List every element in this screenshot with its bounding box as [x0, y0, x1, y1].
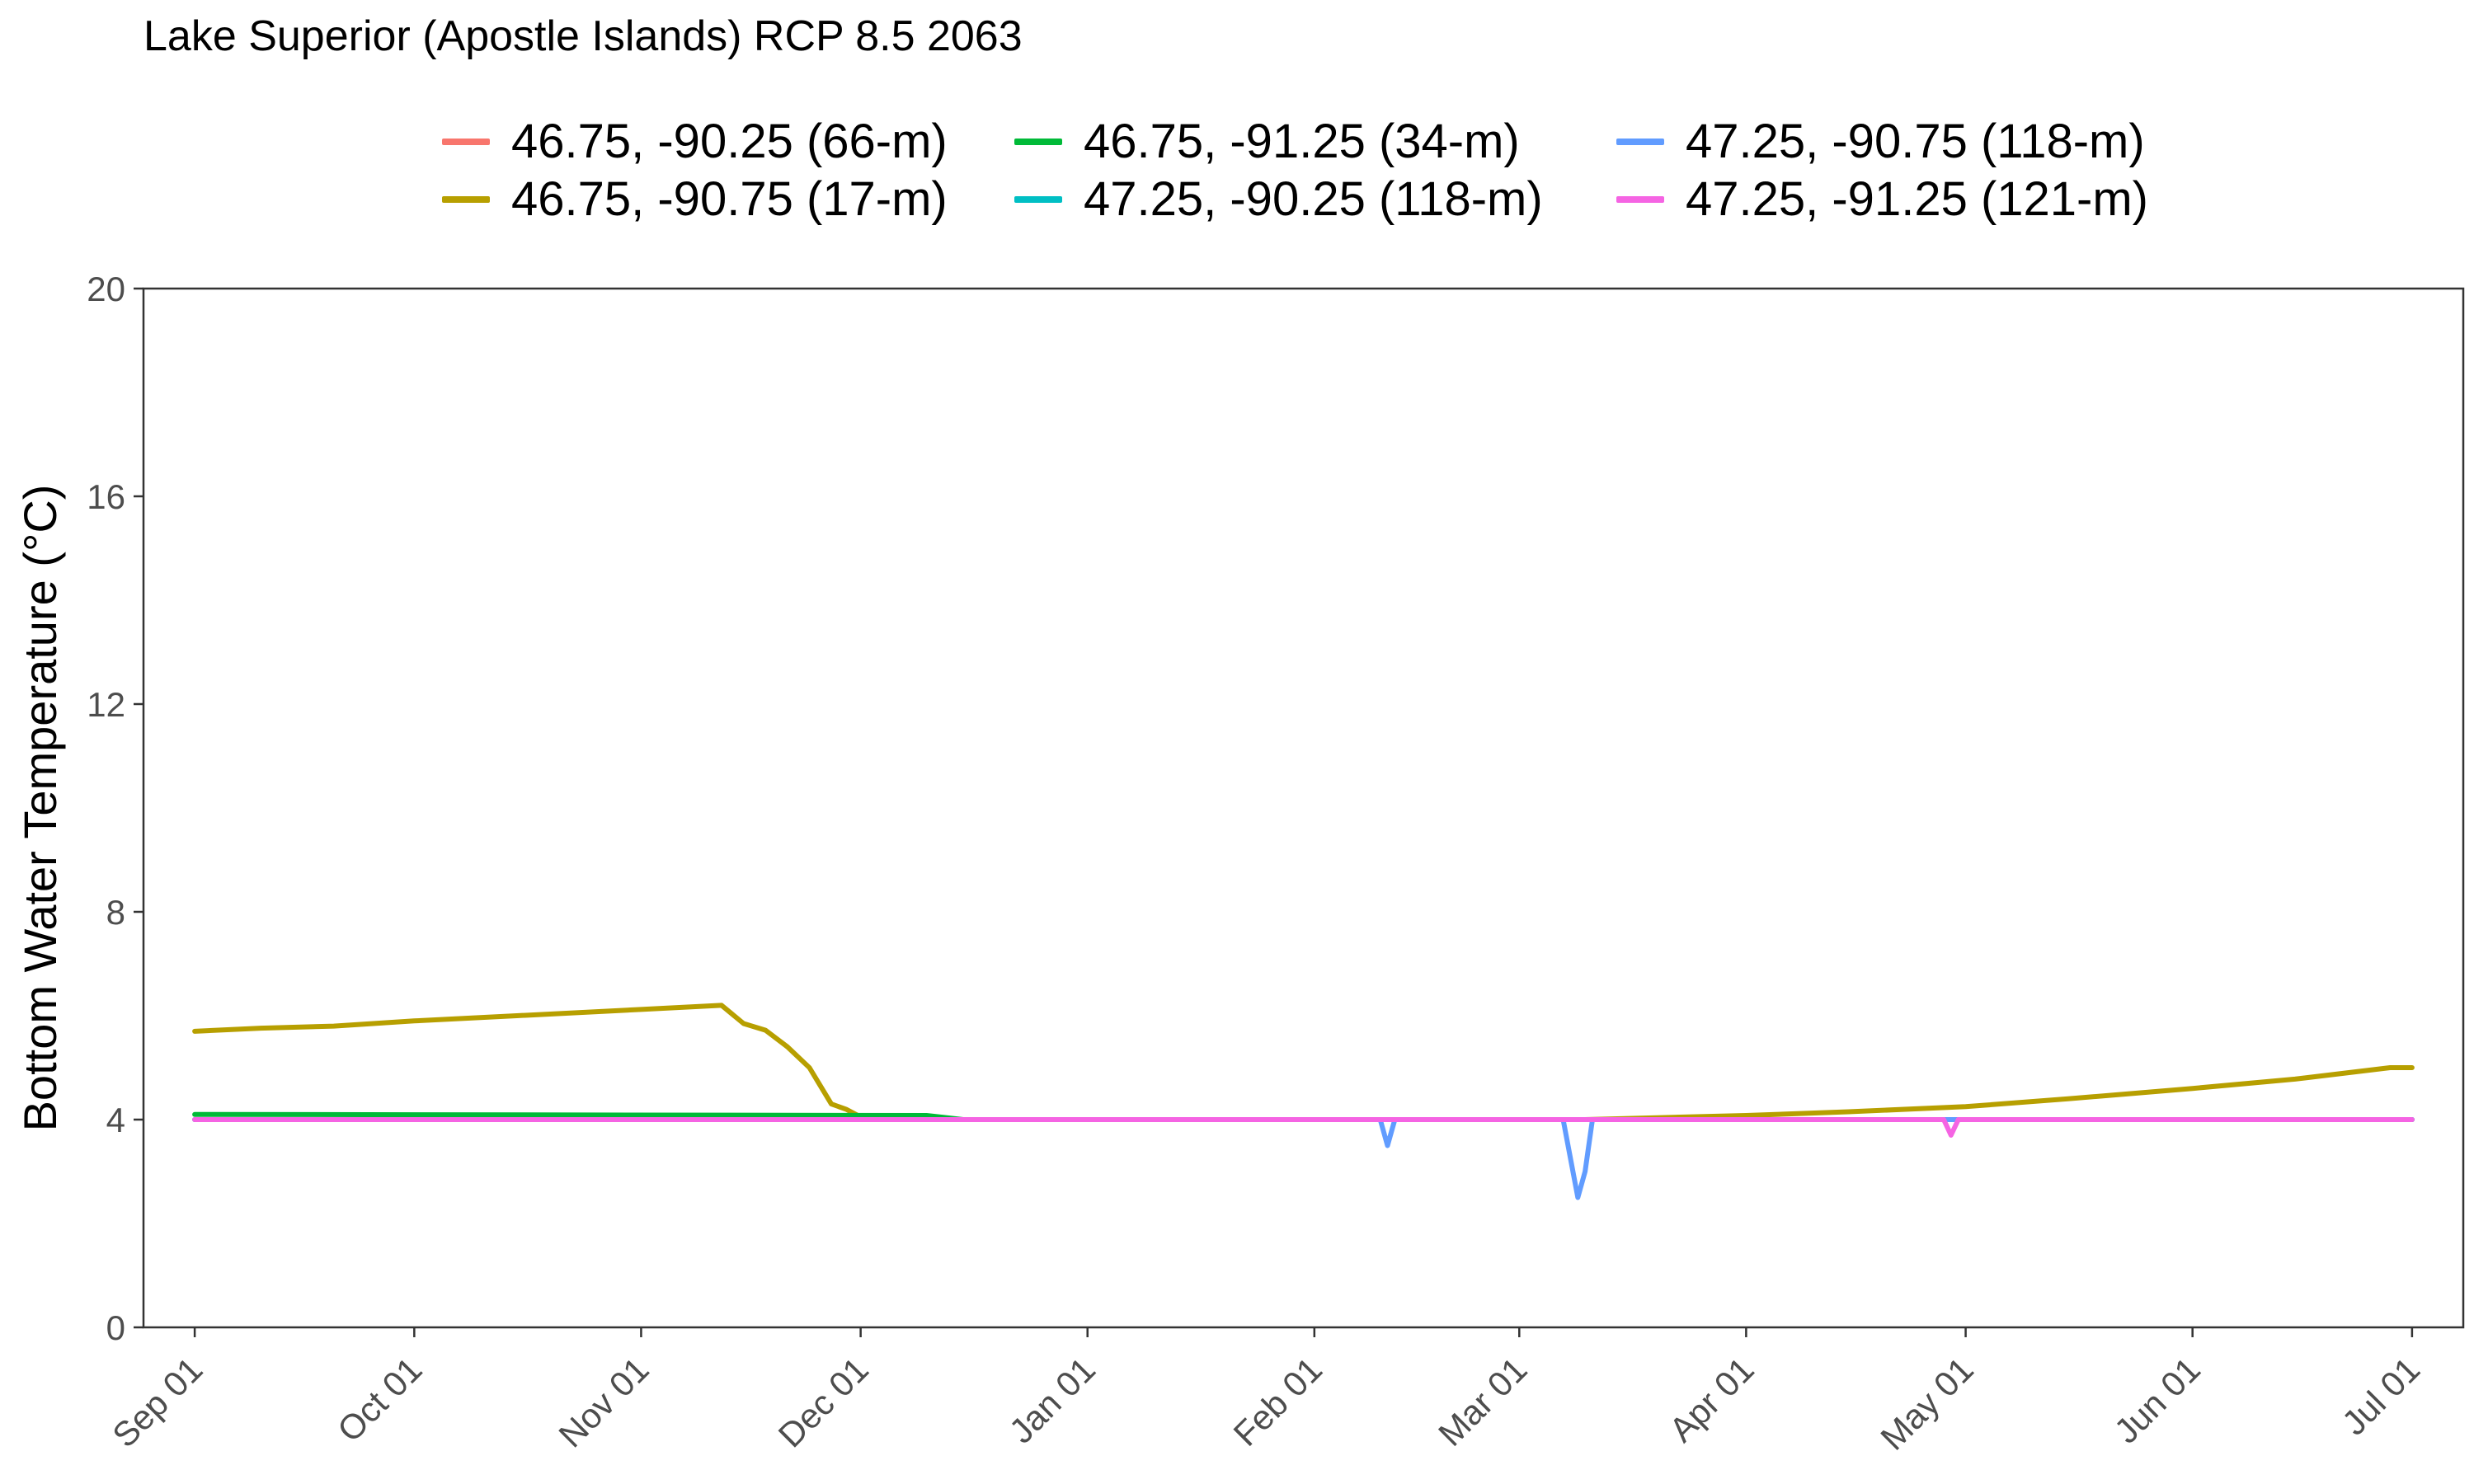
legend-item: 47.25, -91.25 (121-m) — [1616, 171, 2148, 227]
legend-item: 46.75, -90.25 (66-m) — [442, 114, 948, 169]
legend-key-47.25-91.25 — [1616, 195, 1664, 203]
legend-label: 47.25, -90.75 (118-m) — [1686, 115, 2145, 168]
legend-label: 46.75, -91.25 (34-m) — [1084, 115, 1520, 168]
x-tick-label: Apr 01 — [1662, 1350, 1761, 1449]
x-tick-label: Jul 01 — [2335, 1350, 2427, 1442]
y-axis-title: Bottom Water Temperature (°C) — [14, 485, 66, 1132]
legend-key-47.25-90.25 — [1014, 195, 1062, 203]
x-tick-label: Nov 01 — [551, 1350, 656, 1454]
chart-title: Lake Superior (Apostle Islands) RCP 8.5 … — [143, 12, 1023, 60]
x-tick-label: Mar 01 — [1431, 1350, 1535, 1453]
x-tick-label: Oct 01 — [330, 1350, 430, 1449]
series-line-1 — [192, 1003, 2415, 1122]
legend-label: 46.75, -90.75 (17-m) — [511, 172, 948, 226]
y-tick-label: 20 — [87, 270, 125, 308]
x-tick-label: Sep 01 — [105, 1350, 209, 1454]
y-tick-label: 12 — [87, 685, 125, 724]
legend-item: 46.75, -90.75 (17-m) — [442, 171, 948, 227]
series-layer — [192, 1003, 2415, 1200]
legend-label: 47.25, -90.25 (118-m) — [1084, 172, 1543, 226]
legend-key-46.75-90.25 — [442, 138, 490, 145]
legend-label: 47.25, -91.25 (121-m) — [1686, 172, 2148, 226]
panel-border — [142, 287, 2465, 1329]
legend-key-47.25-90.75 — [1616, 138, 1664, 145]
legend: 46.75, -90.25 (66-m) 46.75, -90.75 (17-m… — [0, 106, 2474, 229]
legend-key-46.75-90.75 — [442, 195, 490, 203]
legend-item: 47.25, -90.25 (118-m) — [1014, 171, 1543, 227]
y-tick-label: 16 — [87, 477, 125, 516]
x-tick-label: Jan 01 — [1002, 1350, 1103, 1450]
series-line-4 — [192, 1117, 2415, 1200]
x-tick-label: Jun 01 — [2107, 1350, 2208, 1450]
legend-key-46.75-91.25 — [1014, 138, 1062, 145]
x-tick-label: May 01 — [1873, 1350, 1981, 1458]
y-tick-label: 4 — [106, 1101, 125, 1139]
legend-label: 46.75, -90.25 (66-m) — [511, 115, 948, 168]
y-tick-label: 0 — [106, 1308, 125, 1347]
x-tick-label: Feb 01 — [1225, 1350, 1329, 1453]
axes: 0 4 8 12 16 20 Sep 01 Oct 01 Nov 01 Dec 01 Jan 01 F… — [87, 270, 2427, 1458]
x-tick-label: Dec 01 — [771, 1350, 876, 1454]
y-tick-label: 8 — [106, 893, 125, 932]
legend-item: 46.75, -91.25 (34-m) — [1014, 114, 1520, 169]
legend-item: 47.25, -90.75 (118-m) — [1616, 114, 2145, 169]
series-line-5 — [192, 1117, 2415, 1138]
